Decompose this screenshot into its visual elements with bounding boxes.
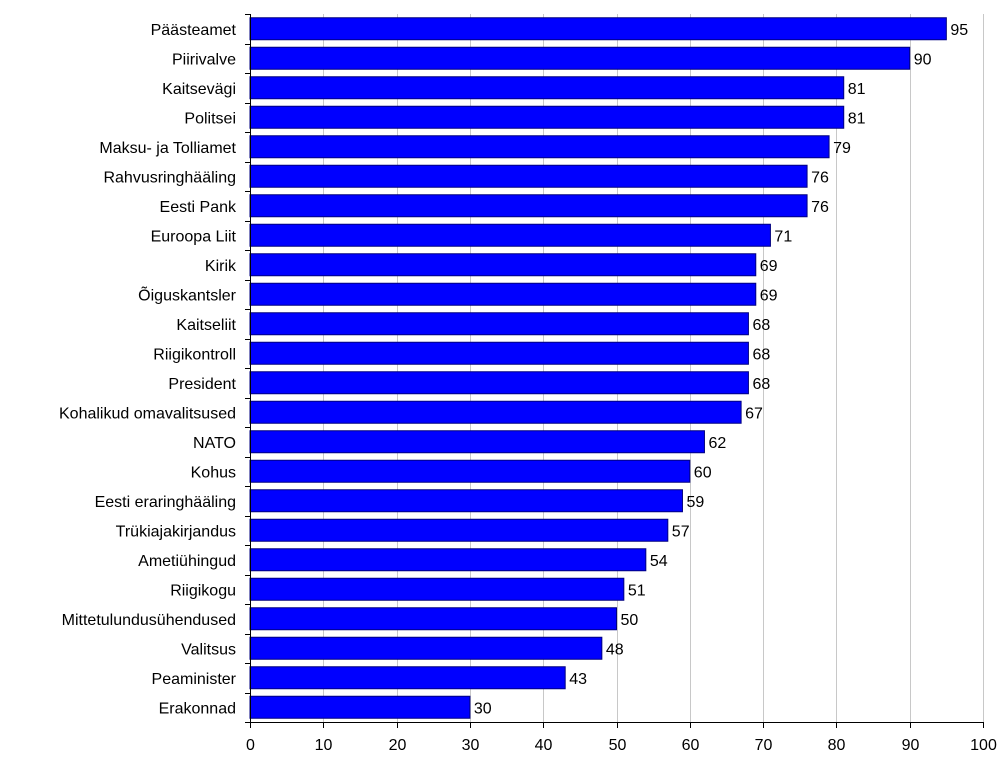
bar-20: [249, 607, 617, 631]
data-label: 76: [811, 199, 829, 216]
bar-1: [249, 46, 911, 70]
bar-17: [249, 518, 669, 542]
x-tick-label: 30: [462, 737, 480, 754]
bar-22: [249, 666, 566, 690]
bar-13: [249, 400, 742, 424]
axis-layer: [245, 14, 984, 728]
label-layer: Päästeamet 95 Piirivalve 90 Kaitsevägi 81 Poli…: [59, 22, 997, 754]
x-tick-label: 20: [389, 737, 407, 754]
bar-3: [249, 105, 845, 129]
x-tick-label: 90: [902, 737, 920, 754]
category-label: Valitsus: [181, 641, 236, 658]
data-label: 62: [708, 435, 726, 452]
bar-8: [249, 253, 757, 277]
data-label: 67: [745, 405, 763, 422]
category-label: Kohus: [191, 464, 236, 481]
category-label: Päästeamet: [151, 22, 237, 39]
data-label: 81: [848, 110, 866, 127]
category-label: Ametiühingud: [138, 553, 236, 570]
bar-18: [249, 548, 647, 572]
data-label: 57: [672, 523, 690, 540]
x-tick-label: 100: [970, 737, 997, 754]
category-label: Kaitseliit: [176, 317, 236, 334]
data-label: 69: [760, 258, 778, 275]
data-label: 54: [650, 553, 668, 570]
data-label: 51: [628, 582, 646, 599]
bar-7: [249, 223, 771, 247]
category-label: Mittetulundusühendused: [62, 612, 236, 629]
bar-5: [249, 164, 808, 188]
x-tick-label: 80: [828, 737, 846, 754]
data-label: 79: [833, 140, 851, 157]
category-label: Rahvusringhääling: [103, 169, 236, 186]
category-label: Maksu- ja Tolliamet: [99, 140, 236, 157]
category-label: President: [168, 376, 236, 393]
category-label: Piirivalve: [172, 51, 236, 68]
data-label: 50: [621, 612, 639, 629]
category-label: Riigikogu: [170, 582, 236, 599]
category-label: Eesti eraringhääling: [95, 494, 236, 511]
bar-16: [249, 489, 683, 513]
bar-11: [249, 341, 749, 365]
data-label: 76: [811, 169, 829, 186]
category-label: Kohalikud omavalitsused: [59, 405, 236, 422]
data-label: 60: [694, 464, 712, 481]
data-label: 71: [774, 228, 792, 245]
bar-23: [249, 695, 471, 719]
bar-4: [249, 135, 830, 159]
x-tick-label: 0: [246, 737, 255, 754]
category-label: Peaminister: [152, 671, 237, 688]
data-label: 81: [848, 81, 866, 98]
data-label: 48: [606, 641, 624, 658]
x-tick-label: 40: [535, 737, 553, 754]
bar-10: [249, 312, 749, 336]
data-label: 30: [474, 700, 492, 717]
category-label: Politsei: [184, 110, 236, 127]
bar-9: [249, 282, 757, 306]
category-label: NATO: [193, 435, 236, 452]
category-label: Euroopa Liit: [151, 228, 237, 245]
data-label: 68: [752, 346, 770, 363]
x-tick-label: 70: [755, 737, 773, 754]
bar-0: [249, 17, 947, 41]
bar-19: [249, 577, 625, 601]
category-label: Trükiajakirjandus: [116, 523, 236, 540]
category-label: Eesti Pank: [160, 199, 237, 216]
grid-layer: [323, 14, 984, 722]
x-tick-label: 10: [315, 737, 333, 754]
category-label: Erakonnad: [159, 700, 236, 717]
category-label: Õiguskantsler: [138, 284, 236, 304]
bar-15: [249, 459, 691, 483]
category-label: Riigikontroll: [153, 346, 236, 363]
x-tick-label: 60: [682, 737, 700, 754]
data-label: 69: [760, 287, 778, 304]
data-label: 90: [914, 51, 932, 68]
bar-14: [249, 430, 705, 454]
category-label: Kirik: [205, 258, 237, 275]
bar-21: [249, 636, 603, 660]
data-label: 68: [752, 317, 770, 334]
data-label: 59: [686, 494, 704, 511]
data-label: 95: [950, 22, 968, 39]
bar-layer: [249, 17, 947, 719]
bar-12: [249, 371, 749, 395]
bar-2: [249, 76, 845, 100]
data-label: 43: [569, 671, 587, 688]
category-label: Kaitsevägi: [162, 81, 236, 98]
x-tick-label: 50: [609, 737, 627, 754]
data-label: 68: [752, 376, 770, 393]
bar-6: [249, 194, 808, 218]
